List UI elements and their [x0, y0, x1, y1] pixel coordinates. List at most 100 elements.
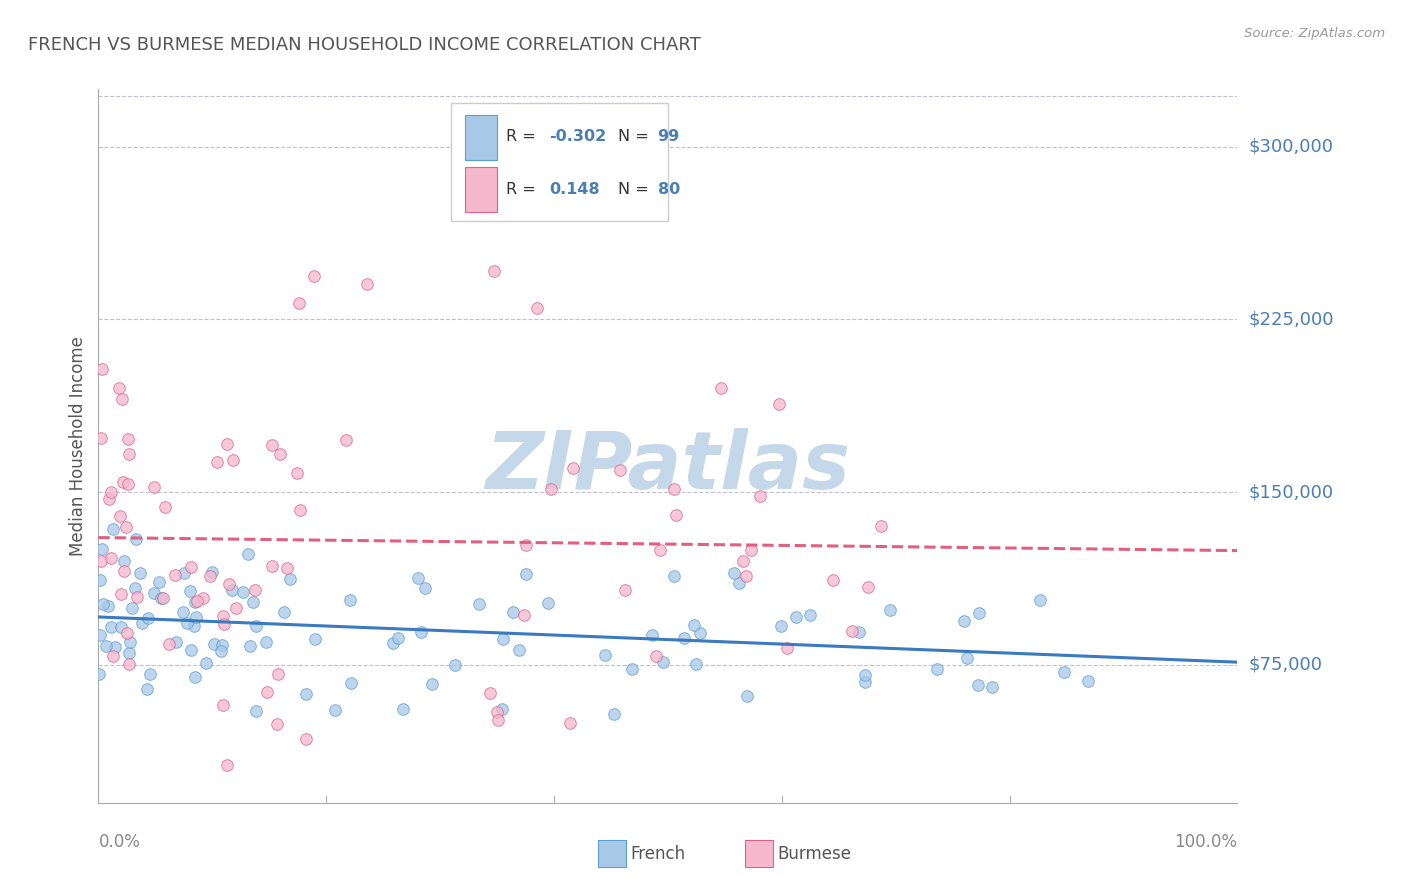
Point: [186, 594, 208, 608]
Point: [173, 566, 195, 580]
Point: [131, 615, 153, 630]
Text: ZIPatlas: ZIPatlas: [485, 428, 851, 507]
Point: [215, 437, 238, 451]
Point: [731, 554, 754, 568]
Point: [273, 605, 295, 619]
Point: [420, 677, 443, 691]
Point: [562, 460, 585, 475]
Point: [266, 717, 288, 731]
Point: [482, 264, 505, 278]
Point: [513, 607, 536, 622]
Point: [129, 566, 152, 580]
Text: N =: N =: [617, 129, 654, 144]
Point: [558, 715, 581, 730]
Point: [785, 609, 807, 624]
Point: [245, 618, 267, 632]
Point: [479, 685, 502, 699]
Point: [799, 607, 821, 622]
Point: [295, 732, 318, 747]
Point: [735, 569, 758, 583]
Point: [735, 690, 758, 704]
Point: [641, 627, 664, 641]
Point: [664, 569, 686, 583]
Point: [540, 482, 562, 496]
Point: [593, 648, 616, 663]
Point: [953, 614, 976, 628]
Point: [856, 580, 879, 594]
Point: [191, 591, 214, 606]
Text: Burmese: Burmese: [778, 845, 852, 863]
Point: [245, 704, 267, 718]
Bar: [451, 103, 668, 221]
Point: [125, 590, 148, 604]
Point: [769, 619, 792, 633]
Point: [117, 657, 139, 671]
Point: [211, 638, 233, 652]
Point: [392, 702, 415, 716]
Text: 100.0%: 100.0%: [1174, 833, 1237, 851]
Point: [118, 646, 141, 660]
Point: [221, 582, 243, 597]
Text: $225,000: $225,000: [1249, 310, 1334, 328]
Point: [1077, 673, 1099, 688]
Point: [614, 582, 637, 597]
Point: [295, 687, 318, 701]
Point: [100, 485, 122, 500]
Point: [287, 296, 309, 310]
Point: [236, 547, 259, 561]
Point: [100, 620, 122, 634]
Point: [163, 568, 186, 582]
Point: [502, 605, 524, 619]
Point: [183, 619, 205, 633]
Point: [413, 581, 436, 595]
Point: [664, 482, 686, 496]
Point: [91, 541, 114, 556]
Point: [94, 639, 117, 653]
Point: [149, 591, 172, 605]
Point: [723, 566, 745, 580]
Point: [1028, 593, 1050, 607]
Point: [537, 596, 560, 610]
Point: [91, 362, 114, 376]
Point: [925, 662, 948, 676]
Point: [118, 635, 141, 649]
Text: -0.302: -0.302: [550, 129, 606, 144]
Text: 0.0%: 0.0%: [98, 833, 141, 851]
Point: [110, 619, 132, 633]
Point: [256, 685, 278, 699]
Point: [869, 519, 891, 533]
Point: [302, 269, 325, 284]
Point: [195, 656, 218, 670]
Text: 0.148: 0.148: [550, 182, 600, 197]
Point: [325, 703, 347, 717]
Point: [100, 551, 122, 566]
Point: [841, 624, 863, 638]
Point: [685, 657, 707, 672]
Point: [304, 632, 326, 646]
Point: [211, 608, 233, 623]
Point: [387, 631, 409, 645]
Point: [180, 642, 202, 657]
Point: [853, 675, 876, 690]
Text: R =: R =: [506, 182, 541, 197]
Point: [492, 632, 515, 646]
Point: [212, 617, 235, 632]
Point: [148, 574, 170, 589]
Point: [748, 489, 770, 503]
Point: [285, 467, 308, 481]
Point: [209, 643, 232, 657]
Point: [157, 637, 180, 651]
Point: [609, 463, 631, 477]
Point: [118, 447, 141, 461]
Point: [276, 561, 298, 575]
Point: [254, 634, 277, 648]
Point: [205, 455, 228, 469]
Point: [443, 658, 465, 673]
Point: [108, 381, 131, 395]
Point: [125, 533, 148, 547]
Point: [176, 615, 198, 630]
Text: $150,000: $150,000: [1249, 483, 1333, 501]
Point: [288, 503, 311, 517]
Point: [768, 397, 790, 411]
Point: [269, 446, 291, 460]
